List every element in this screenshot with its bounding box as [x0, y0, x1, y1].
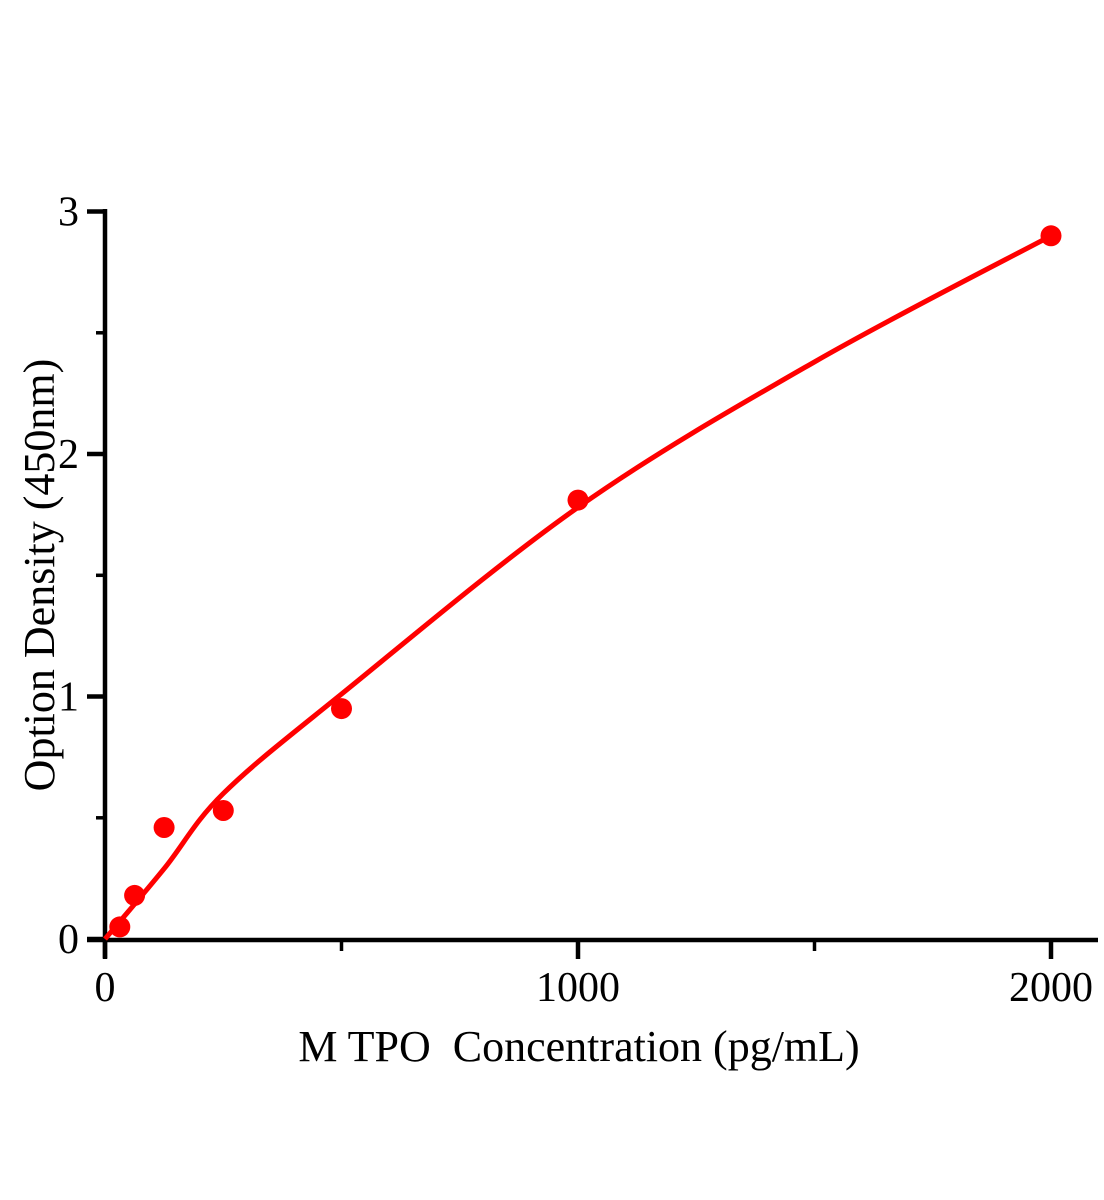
- data-point: [153, 817, 175, 838]
- fit-curve: [103, 233, 1053, 941]
- data-point: [567, 489, 589, 511]
- y-tick-label: 2: [58, 432, 79, 478]
- data-point: [331, 698, 352, 720]
- y-axis-title: Option Density (450nm): [15, 358, 64, 792]
- y-tick-label: 0: [58, 917, 79, 963]
- x-tick-label: 1000: [536, 965, 620, 1011]
- x-axis-title: M TPO Concentration (pg/mL): [298, 1022, 860, 1071]
- data-point: [1040, 225, 1062, 247]
- x-tick-label: 2000: [1009, 965, 1093, 1011]
- data-point: [109, 916, 131, 938]
- y-tick-label: 1: [58, 675, 79, 721]
- y-tick-label: 3: [58, 190, 79, 236]
- data-point: [124, 884, 146, 906]
- data-point: [212, 800, 234, 821]
- x-tick-label: 0: [95, 965, 116, 1011]
